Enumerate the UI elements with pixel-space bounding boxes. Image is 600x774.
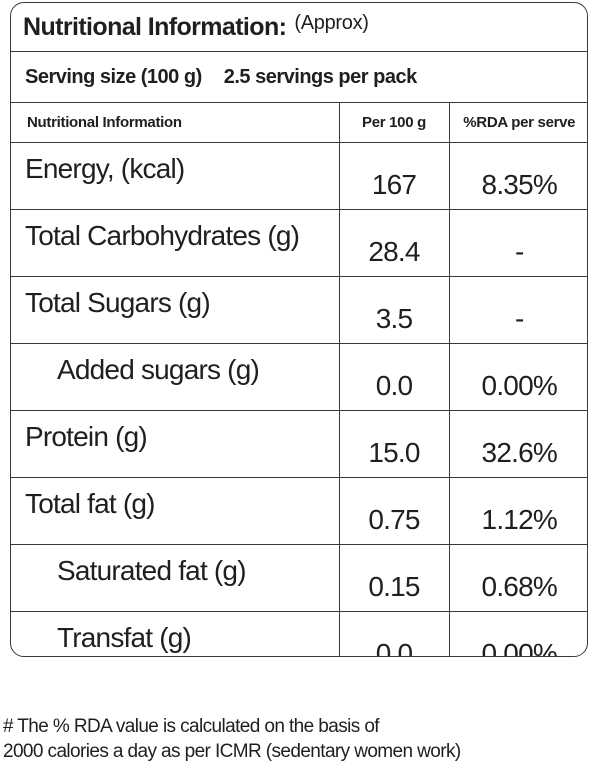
- column-header-rda: %RDA per serve: [448, 103, 587, 143]
- rda-value: 32.6%: [448, 410, 587, 478]
- table-row: Protein (g) 15.0 32.6%: [11, 410, 587, 478]
- table-header-row: Nutritional Information Per 100 g %RDA p…: [11, 103, 587, 143]
- approx-note: (Approx): [294, 11, 369, 34]
- rda-value: 0.00%: [448, 611, 587, 656]
- table-row: Added sugars (g) 0.0 0.00%: [11, 343, 587, 411]
- rda-value: -: [448, 209, 587, 277]
- per-100g-value: 15.0: [338, 410, 449, 478]
- nutrient-label: Saturated fat (g): [11, 544, 339, 612]
- table-row: Total Carbohydrates (g) 28.4-: [11, 209, 587, 277]
- nutrient-label: Protein (g): [11, 410, 339, 478]
- nutrition-panel: Nutritional Information: (Approx) Servin…: [10, 2, 588, 657]
- rda-value: 0.68%: [448, 544, 587, 612]
- per-100g-value: 167: [338, 142, 449, 210]
- nutrient-label: Added sugars (g): [11, 343, 339, 411]
- footnote-line-2: 2000 calories a day as per ICMR (sedenta…: [3, 741, 461, 762]
- nutrient-label: Transfat (g): [11, 611, 339, 656]
- panel-title: Nutritional Information:: [23, 12, 287, 41]
- nutrient-label: Total Carbohydrates (g): [11, 209, 339, 277]
- per-100g-value: 3.5: [338, 276, 449, 344]
- per-100g-value: 0.0: [338, 611, 449, 656]
- footnote: # The % RDA value is calculated on the b…: [3, 714, 598, 764]
- nutrient-label: Total Sugars (g): [11, 276, 339, 344]
- per-100g-value: 28.4: [338, 209, 449, 277]
- table-row: Transfat (g) 0.0 0.00%: [11, 611, 587, 656]
- rda-value: 1.12%: [448, 477, 587, 545]
- column-header-nutrient: Nutritional Information: [11, 103, 339, 143]
- table-row: Energy, (kcal) 167 8.35%: [11, 142, 587, 210]
- servings-per-pack: 2.5 servings per pack: [223, 65, 417, 88]
- column-header-per-100g: Per 100 g: [338, 103, 449, 143]
- nutrition-table: Nutritional Information Per 100 g %RDA p…: [11, 103, 587, 656]
- title-row: Nutritional Information: (Approx): [11, 3, 587, 52]
- nutrient-label: Total fat (g): [11, 477, 339, 545]
- rda-value: 8.35%: [448, 142, 587, 210]
- table-row: Total Sugars (g) 3.5-: [11, 276, 587, 344]
- serving-size: Serving size (100 g): [25, 65, 202, 88]
- footnote-line-1: # The % RDA value is calculated on the b…: [3, 716, 380, 737]
- table-row: Total fat (g) 0.75 1.12%: [11, 477, 587, 545]
- rda-value: 0.00%: [448, 343, 587, 411]
- nutrient-label: Energy, (kcal): [11, 142, 339, 210]
- per-100g-value: 0.0: [338, 343, 449, 411]
- serving-row: Serving size (100 g) 2.5 servings per pa…: [11, 52, 587, 103]
- per-100g-value: 0.15: [338, 544, 449, 612]
- table-row: Saturated fat (g) 0.15 0.68%: [11, 544, 587, 612]
- rda-value: -: [448, 276, 587, 344]
- per-100g-value: 0.75: [338, 477, 449, 545]
